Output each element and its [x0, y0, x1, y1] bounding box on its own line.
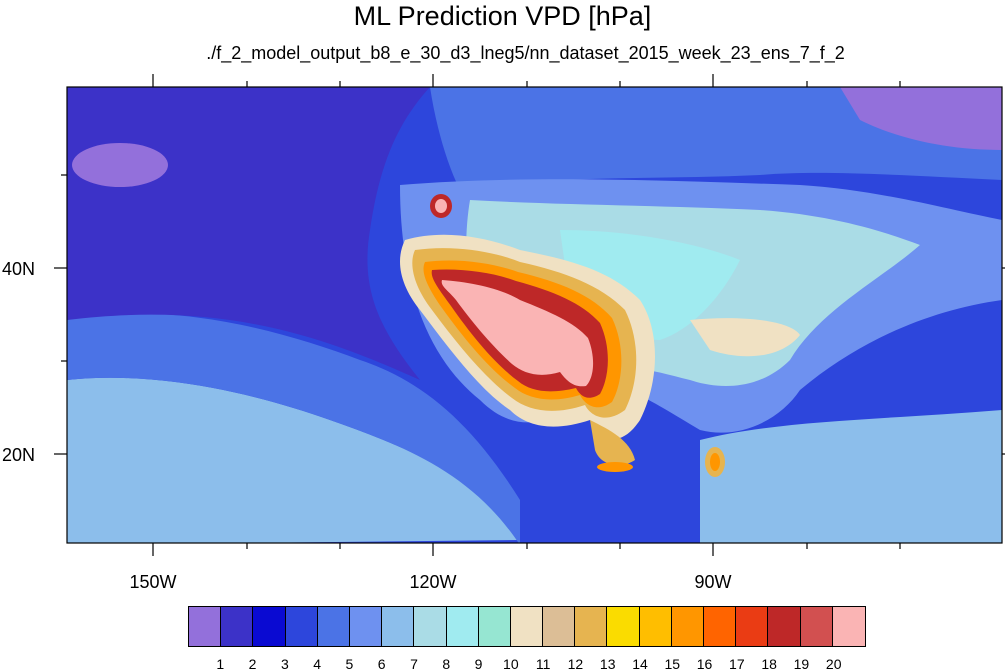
colorbar-label: 19: [793, 656, 810, 672]
colorbar: [188, 606, 866, 647]
plot-title: ML Prediction VPD [hPa]: [353, 1, 652, 31]
colorbar-box: [189, 607, 222, 646]
map-frame: [54, 74, 1005, 556]
map-field: [67, 87, 1002, 543]
colorbar-label: 20: [825, 656, 842, 672]
colorbar-box: [768, 607, 801, 646]
colorbar-box: [832, 607, 865, 646]
colorbar-box: [349, 607, 383, 646]
colorbar-label: 1: [216, 656, 225, 672]
colorbar-label: 3: [280, 656, 289, 672]
colorbar-label: 14: [632, 656, 648, 672]
colorbar-label: 10: [503, 656, 519, 672]
colorbar-label: 13: [599, 656, 616, 672]
hudson-lavender: [840, 87, 1002, 150]
lat-ticks: [54, 174, 1005, 455]
colorbar-box: [639, 607, 672, 646]
desert-pink-core: [441, 280, 594, 387]
lon-ticks: [152, 74, 901, 556]
lon-label-150w: 150W: [129, 572, 177, 592]
colorbar-box: [253, 607, 286, 646]
washington-hotspot-core: [435, 199, 447, 213]
colorbar-box: [446, 607, 479, 646]
colorbar-label: 5: [345, 656, 354, 672]
colorbar-label: 7: [410, 656, 418, 672]
colorbar-label: 4: [313, 656, 322, 672]
pale-atlantic-ocean: [700, 410, 1002, 543]
colorbar-box: [317, 607, 350, 646]
colorbar-box: [575, 607, 608, 646]
colorbar-box: [382, 607, 415, 646]
colorbar-label: 8: [442, 656, 451, 672]
colorbar-label: 15: [664, 656, 681, 672]
vpd-map: [54, 74, 1005, 556]
colorbar-box: [414, 607, 447, 646]
mexico-plume: [590, 420, 635, 466]
yucatan-spot-core: [710, 453, 720, 471]
colorbar-box: [800, 607, 833, 646]
lon-label-90w: 90W: [694, 572, 732, 592]
colorbar-box: [285, 607, 318, 646]
lat-label-40n: 40N: [2, 259, 36, 279]
colorbar-label: 17: [729, 656, 745, 672]
southeast-arid: [690, 318, 800, 357]
colorbar-box: [736, 607, 769, 646]
lon-label-120w: 120W: [409, 572, 457, 592]
colorbar-box: [510, 607, 544, 646]
colorbar-box: [478, 607, 511, 646]
colorbar-box: [221, 607, 254, 646]
colorbar-label: 16: [696, 656, 713, 672]
colorbar-label: 11: [535, 656, 551, 672]
colorbar-box: [607, 607, 640, 646]
colorbar-label: 18: [761, 656, 777, 672]
colorbar-box: [704, 607, 737, 646]
colorbar-label: 9: [474, 656, 483, 672]
colorbar-label: 6: [377, 656, 386, 672]
pale-tropical-ocean: [67, 377, 520, 543]
lavender-pacific-patch: [72, 143, 168, 187]
plot-subtitle: ./f_2_model_output_b8_e_30_d3_lneg5/nn_d…: [206, 43, 845, 63]
colorbar-label: 12: [567, 656, 584, 672]
colorbar-label: 2: [248, 656, 257, 672]
colorbar-box: [671, 607, 704, 646]
gulf-spot: [597, 462, 633, 472]
colorbar-box: [543, 607, 576, 646]
light-ocean-band: [67, 313, 520, 543]
lat-label-20n: 20N: [2, 445, 36, 465]
